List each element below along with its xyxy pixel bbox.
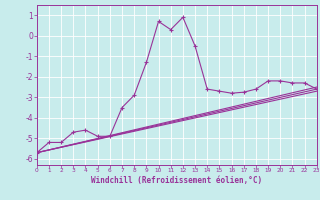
X-axis label: Windchill (Refroidissement éolien,°C): Windchill (Refroidissement éolien,°C) [91,176,262,185]
